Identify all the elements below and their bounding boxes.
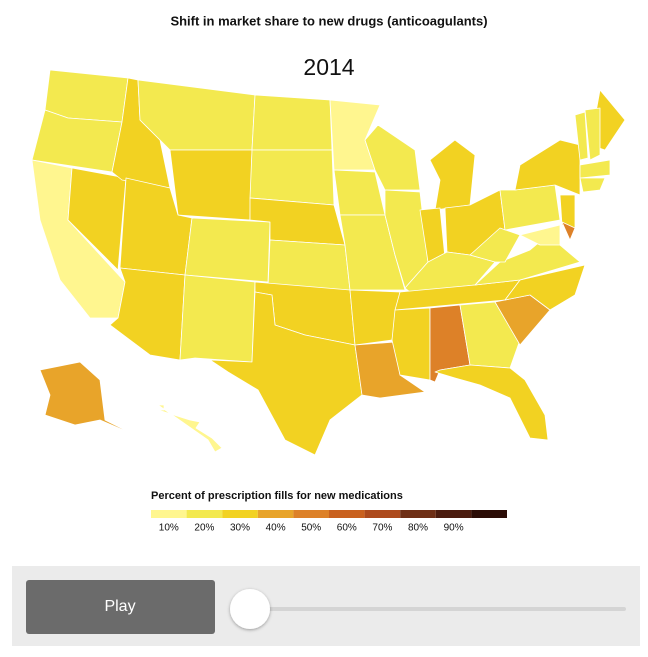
state [469, 227, 521, 263]
state [364, 124, 421, 191]
state [251, 94, 333, 151]
state [39, 361, 136, 436]
legend-swatch [329, 510, 365, 518]
chart-title: Shift in market share to new drugs (anti… [170, 13, 487, 28]
state [333, 169, 386, 216]
state [209, 291, 363, 456]
state [267, 239, 351, 291]
legend-title: Percent of prescription fills for new me… [151, 490, 403, 502]
legend-swatch [186, 510, 223, 518]
legend-swatch [293, 510, 329, 518]
play-label[interactable]: Play [104, 598, 135, 615]
legend-swatch [257, 510, 294, 518]
legend-tick-label: 30% [230, 523, 250, 534]
state [584, 107, 601, 161]
legend-tick-label: 60% [337, 523, 357, 534]
state [249, 149, 335, 206]
state [391, 307, 431, 381]
legend-swatch [471, 510, 507, 518]
state [184, 217, 271, 283]
state [499, 184, 561, 231]
year-label: 2014 [303, 54, 354, 80]
state [559, 194, 576, 231]
legend-swatch [400, 510, 436, 518]
legend-tick-label: 70% [372, 523, 392, 534]
state [579, 177, 606, 193]
state [519, 224, 561, 246]
legend-tick-label: 80% [408, 523, 428, 534]
legend-swatch [222, 510, 258, 518]
state [561, 221, 576, 241]
state [579, 159, 611, 179]
state [169, 149, 253, 221]
legend-tick-label: 40% [266, 523, 286, 534]
legend: 10% 20% 30% 40% 50% 60% 70% 80% 90% [151, 510, 507, 534]
play-button[interactable] [26, 580, 215, 634]
legend-tick-label: 90% [444, 523, 464, 534]
state [574, 111, 589, 161]
state [179, 274, 256, 363]
legend-swatch [364, 510, 401, 518]
slider-track[interactable] [250, 607, 626, 611]
legend-swatch [151, 510, 187, 518]
state [67, 167, 127, 271]
state [434, 364, 549, 441]
legend-tick-label: 50% [301, 523, 321, 534]
state [429, 139, 476, 211]
state [157, 404, 223, 453]
slider-knob[interactable] [230, 589, 270, 629]
legend-tick-label: 20% [194, 523, 214, 534]
legend-tick-label: 10% [159, 523, 179, 534]
legend-swatch [435, 510, 472, 518]
states [31, 69, 626, 456]
